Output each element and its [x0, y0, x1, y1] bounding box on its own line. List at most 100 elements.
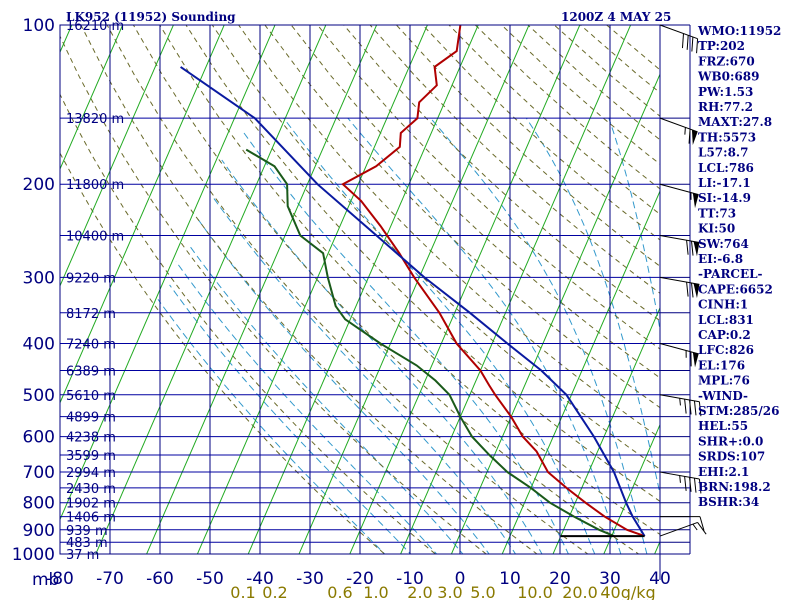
barb-pennant [692, 193, 699, 209]
height-label: 11800 m [66, 178, 124, 193]
barb-flag [686, 35, 689, 50]
barb-flag [684, 399, 687, 414]
barb-half-flag [684, 127, 686, 135]
barb-flag [691, 241, 694, 256]
pressure-tick-label: 400 [23, 334, 55, 354]
dry-adiabat [264, 25, 660, 409]
barb-staff [659, 343, 699, 355]
wind-barbs [659, 24, 707, 537]
stat-line: WMO:11952 [697, 24, 781, 38]
plot-frame [59, 24, 691, 580]
stat-line: MAXT:27.8 [698, 115, 772, 129]
stat-line: EHI:2.1 [698, 465, 749, 479]
wind-barb [659, 24, 699, 54]
dry-adiabat [60, 152, 386, 554]
pressure-tick-label: 100 [23, 16, 55, 36]
barb-staff [659, 117, 698, 133]
mixing-ratio-label: 0.6 [327, 583, 352, 600]
stat-line: EI:-6.8 [698, 252, 743, 266]
stat-line: MPL:76 [698, 374, 750, 388]
isotherm [349, 25, 581, 554]
pressure-tick-label: 300 [23, 268, 55, 288]
barb-staff [659, 183, 699, 196]
height-label: 2994 m [66, 466, 116, 481]
pressure-tick-label: 800 [23, 494, 55, 514]
pressure-tick-label: 700 [23, 463, 55, 483]
isotherm [552, 306, 660, 554]
barb-flag [688, 129, 691, 144]
mixing-ratio-label: 2.0 [407, 583, 432, 600]
isotherm [95, 25, 327, 554]
barb-flag [696, 38, 699, 54]
isotherm [60, 25, 225, 404]
barb-flag [684, 476, 687, 491]
temperature-tick-label: -60 [146, 569, 174, 589]
pressure-tick-label: 500 [23, 386, 55, 406]
barb-pennant [693, 283, 700, 299]
isotherms [60, 25, 660, 554]
temperature-tick-label: -30 [296, 569, 324, 589]
moist-adiabat [169, 284, 412, 554]
barb-flag [697, 522, 707, 535]
moist-adiabat [221, 159, 543, 554]
wind-barb [659, 117, 698, 145]
barb-flag [693, 400, 697, 416]
isotherm [196, 25, 428, 554]
barb-flag [689, 399, 692, 415]
barb-flag [691, 36, 694, 52]
stat-line: EL:176 [698, 358, 745, 372]
stat-line: LCL:786 [698, 161, 754, 175]
height-label: 9220 m [66, 271, 116, 286]
mixing-ratio-label: 0.2 [262, 583, 287, 600]
temperature-tick-label: 0 [455, 569, 466, 589]
stat-line: SI:-14.9 [698, 191, 751, 205]
temperature-tick-label: -80 [46, 569, 74, 589]
dry-adiabat [317, 25, 660, 350]
height-label: 1902 m [66, 497, 116, 512]
stat-line: WB0:689 [697, 70, 759, 84]
temperature-tick-label: -40 [246, 569, 274, 589]
barb-flag [699, 516, 705, 531]
height-label: 10400 m [66, 230, 124, 245]
height-label: 483 m [66, 536, 108, 551]
stat-line: -WIND- [698, 389, 748, 403]
dewpoint-trace [245, 148, 615, 538]
height-label: 4238 m [66, 431, 116, 446]
mixing-ratio-label: 40g/kg [600, 583, 655, 600]
stat-line: RH:77.2 [698, 100, 753, 114]
isotherm [298, 25, 530, 554]
moist-adiabat [175, 261, 438, 554]
wind-barb [659, 235, 700, 257]
temperature-tick-label: -10 [396, 569, 424, 589]
barb-half-flag [692, 523, 698, 531]
wind-barb [659, 471, 702, 494]
pressure-tick-label: 200 [23, 175, 55, 195]
height-label: 6389 m [66, 365, 116, 380]
station-title: LK952 (11952) Sounding [66, 10, 236, 24]
barb-flag [686, 240, 689, 255]
stat-line: FRZ:670 [698, 54, 755, 68]
dry-adiabat [80, 25, 538, 554]
parcel-trace [180, 66, 646, 537]
stat-line: TT:73 [698, 206, 736, 220]
pressure-tick-label: 600 [23, 428, 55, 448]
wind-barb [660, 516, 705, 531]
temperature-trace [341, 25, 645, 538]
isotherm [146, 25, 378, 554]
isotherm [60, 25, 124, 171]
barb-half-flag [679, 398, 681, 406]
barb-flag [691, 282, 694, 298]
height-label: 13820 m [66, 112, 124, 127]
barb-staff [659, 24, 698, 40]
mixing-ratio-label: 20.0 [562, 583, 598, 600]
isotherm [247, 25, 479, 554]
wind-barb [659, 394, 702, 417]
dry-adiabat [159, 25, 660, 536]
temperature-tick-label: 30 [599, 569, 621, 589]
temperature-tick-label: -50 [196, 569, 224, 589]
pressure-tick-label: 1000 [12, 545, 55, 565]
stat-line: BRN:198.2 [698, 480, 771, 494]
pressure-tick-label: 900 [23, 521, 55, 541]
